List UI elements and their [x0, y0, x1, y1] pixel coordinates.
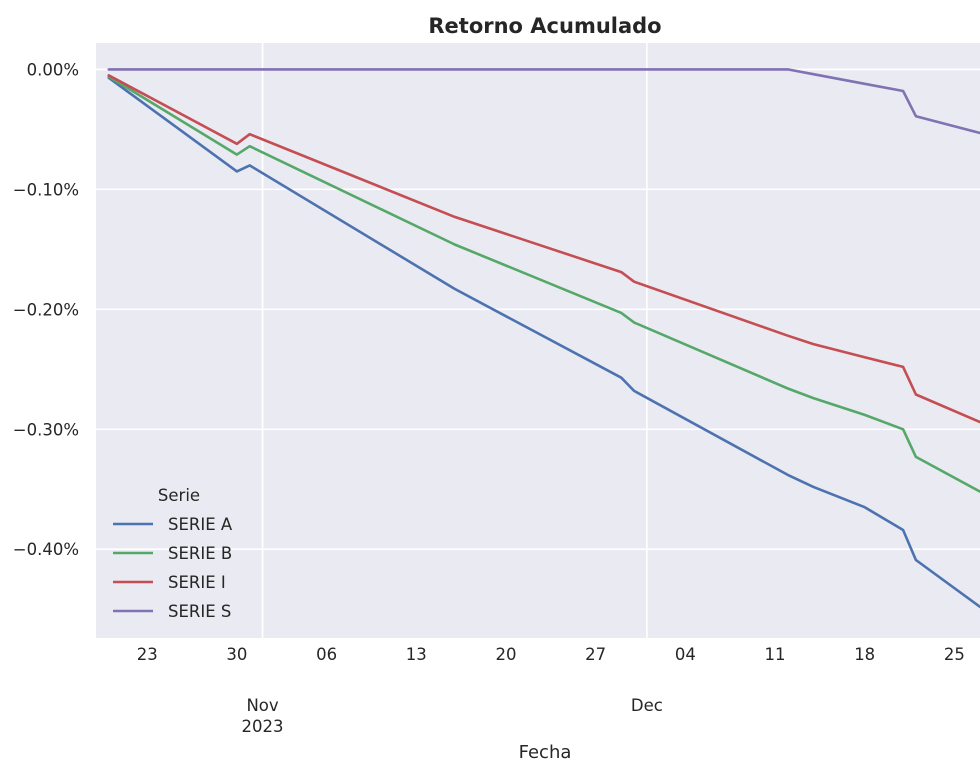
x-tick-label: 30	[226, 645, 247, 664]
legend-label: SERIE I	[168, 573, 226, 592]
y-tick-label: 0.00%	[27, 60, 79, 79]
legend-label: SERIE B	[168, 544, 232, 563]
y-axis-ticks: 0.00% −0.10% −0.20% −0.30% −0.40%	[13, 60, 79, 559]
x-tick-label: 23	[137, 645, 158, 664]
x-tick-label: 25	[944, 645, 965, 664]
y-tick-label: −0.20%	[13, 300, 79, 319]
x-axis-ticks: 23 30 06 13 20 27 04 11 18 25	[137, 645, 965, 664]
x-tick-label: 06	[316, 645, 337, 664]
x-axis-label: Fecha	[519, 742, 572, 761]
legend-title: Serie	[158, 486, 200, 505]
series-line	[107, 76, 980, 609]
x-tick-label: 20	[495, 645, 516, 664]
plot-area	[96, 43, 980, 638]
series-line	[107, 75, 980, 493]
x-tick-label: 18	[854, 645, 875, 664]
chart-title: Retorno Acumulado	[428, 14, 661, 38]
x-tick-label: 11	[765, 645, 786, 664]
x-major-tick-label: Nov 2023	[242, 696, 284, 736]
legend-label: SERIE A	[168, 515, 233, 534]
x-axis-month-labels: Nov 2023 Dec	[242, 696, 663, 736]
legend: Serie SERIE A SERIE B SERIE I SERIE S	[113, 486, 233, 621]
x-tick-label: 04	[675, 645, 696, 664]
y-tick-label: −0.30%	[13, 420, 79, 439]
y-tick-label: −0.10%	[13, 180, 79, 199]
series-line	[107, 68, 980, 135]
x-major-tick-label: Dec	[631, 696, 663, 715]
series-line	[107, 74, 980, 424]
legend-label: SERIE S	[168, 602, 231, 621]
x-tick-label: 13	[406, 645, 427, 664]
series-lines	[107, 68, 980, 609]
x-tick-label: 27	[585, 645, 606, 664]
y-tick-label: −0.40%	[13, 540, 79, 559]
